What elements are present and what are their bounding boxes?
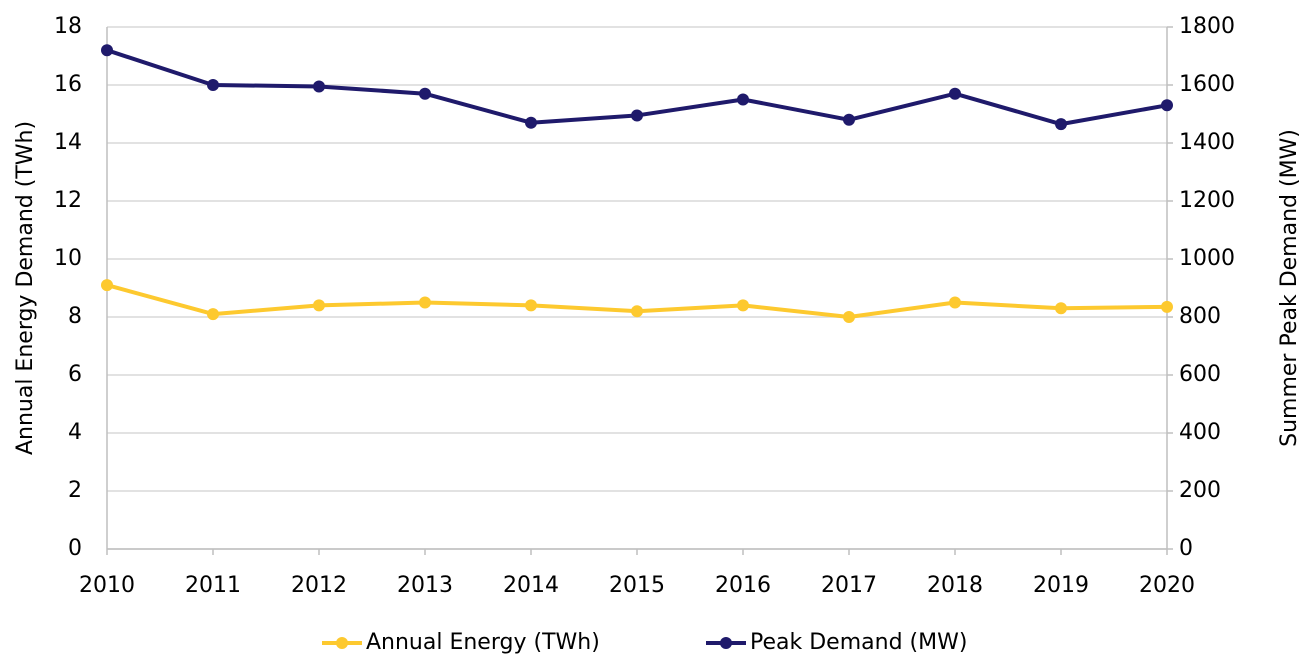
y-tick-label: 4 [68, 420, 82, 445]
data-point [1055, 302, 1067, 315]
x-tick-label: 2011 [185, 573, 241, 598]
y2-tick-label: 200 [1179, 478, 1221, 503]
legend-label: Annual Energy (TWh) [366, 630, 600, 655]
y2-tick-label: 1400 [1179, 130, 1235, 155]
data-point [525, 299, 537, 312]
y2-tick-label: 1600 [1179, 72, 1235, 97]
y-tick-label: 16 [54, 72, 82, 97]
y2-tick-label: 1200 [1179, 188, 1235, 213]
data-point [1161, 300, 1173, 313]
y2-tick-label: 1000 [1179, 246, 1235, 271]
data-point [1055, 118, 1067, 131]
y-tick-label: 2 [68, 478, 82, 503]
x-tick-label: 2012 [291, 573, 347, 598]
legend-marker [720, 637, 732, 649]
x-tick-label: 2015 [609, 573, 665, 598]
y-tick-label: 0 [68, 536, 82, 561]
data-point [101, 279, 113, 292]
y-tick-label: 12 [54, 188, 82, 213]
x-tick-label: 2018 [927, 573, 983, 598]
data-point [843, 113, 855, 126]
legend-label: Peak Demand (MW) [750, 630, 967, 655]
data-point [207, 79, 219, 91]
data-point [631, 109, 643, 122]
data-point [949, 87, 961, 100]
data-point [737, 93, 749, 106]
x-tick-label: 2013 [397, 573, 453, 598]
data-point [525, 116, 537, 129]
data-point [843, 311, 855, 323]
data-point [207, 308, 219, 321]
data-point [631, 305, 643, 318]
y-axis-label: Annual Energy Demand (TWh) [13, 121, 38, 455]
data-point [313, 299, 325, 312]
y2-tick-label: 1800 [1179, 14, 1235, 39]
y2-tick-label: 400 [1179, 420, 1221, 445]
x-tick-label: 2019 [1033, 573, 1089, 598]
y-tick-label: 18 [54, 14, 82, 39]
y2-tick-label: 600 [1179, 362, 1221, 387]
data-point [737, 299, 749, 312]
legend-marker [336, 637, 348, 649]
y-tick-label: 14 [54, 130, 82, 155]
y2-tick-label: 800 [1179, 304, 1221, 329]
x-tick-label: 2017 [821, 573, 877, 598]
data-point [313, 80, 325, 93]
x-tick-label: 2016 [715, 573, 771, 598]
x-tick-label: 2010 [79, 573, 135, 598]
x-tick-label: 2020 [1139, 573, 1195, 598]
data-point [419, 87, 431, 100]
data-point [949, 296, 961, 309]
y2-axis-label: Summer Peak Demand (MW) [1277, 129, 1302, 447]
data-point [1161, 99, 1173, 112]
data-point [419, 296, 431, 309]
y-tick-label: 8 [68, 304, 82, 329]
x-tick-label: 2014 [503, 573, 559, 598]
y2-tick-label: 0 [1179, 536, 1193, 561]
y-tick-label: 6 [68, 362, 82, 387]
data-point [101, 44, 113, 57]
y-tick-label: 10 [54, 246, 82, 271]
